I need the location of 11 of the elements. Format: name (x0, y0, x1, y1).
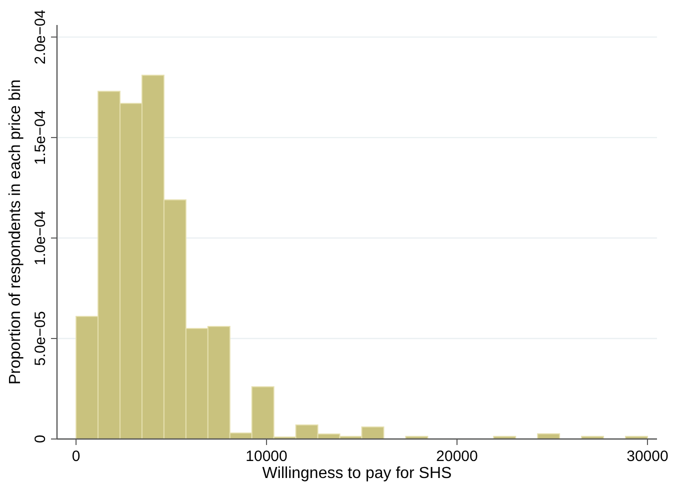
x-tick-label: 10000 (246, 448, 288, 465)
y-tick-label: 2.0e−04 (32, 10, 49, 64)
y-tick-label: 5.0e−05 (32, 311, 49, 366)
x-tick-label: 30000 (626, 448, 668, 465)
y-tick-label: 1.0e−04 (32, 210, 49, 266)
x-tick-label: 20000 (436, 448, 478, 465)
y-axis-title: Proportion of respondents in each price bin (7, 79, 24, 385)
y-tick-label: 1.5e−04 (32, 110, 49, 165)
y-tick-label: 0 (32, 434, 49, 444)
x-axis-title: Willingness to pay for SHS (262, 465, 452, 482)
x-tick-label: 0 (72, 448, 80, 465)
